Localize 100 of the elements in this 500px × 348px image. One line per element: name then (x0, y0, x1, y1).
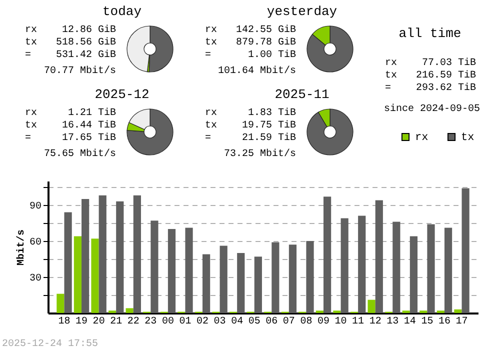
text: rx (205, 25, 218, 36)
donut-slice (306, 108, 354, 156)
bar (323, 196, 332, 313)
text: 75.65 Mbit/s (44, 148, 116, 160)
x-tick-label: 00 (162, 316, 174, 328)
text: 101.64 Mbit/s (218, 65, 296, 77)
bar (64, 212, 72, 313)
bar (358, 216, 366, 313)
bar (74, 236, 82, 313)
chart-title: 2025-12 (94, 87, 150, 102)
bar (375, 200, 383, 313)
text: 1.21 TiB (68, 107, 116, 119)
text: 19.75 TiB (242, 120, 296, 132)
text: since 2024-09-05 (384, 103, 480, 115)
x-tick-label: 03 (214, 316, 226, 328)
x-tick-label: 05 (248, 316, 260, 328)
x-tick-label: 01 (179, 316, 192, 328)
x-tick-label: 17 (456, 316, 468, 328)
text: all time (398, 26, 462, 41)
y-tick-label: 60 (29, 238, 42, 248)
text: = (205, 50, 212, 61)
bar (185, 228, 193, 313)
text: tx (25, 120, 38, 132)
chart-title: yesterday (266, 4, 338, 19)
text: 21.59 TiB (242, 132, 296, 144)
bar (116, 201, 124, 313)
text: 16.44 TiB (62, 120, 116, 132)
x-tick-label: 16 (438, 316, 450, 328)
x-tick-label: 20 (92, 316, 105, 328)
text: tx (205, 120, 218, 132)
x-tick-label: 23 (144, 316, 157, 328)
text: 293.62 TiB (416, 82, 476, 94)
text: rx (385, 58, 398, 69)
bar (237, 253, 245, 313)
bar (444, 228, 452, 313)
bar (202, 254, 210, 313)
text: 70.77 Mbit/s (44, 65, 116, 77)
x-tick-label: 07 (282, 316, 295, 328)
bar (56, 294, 64, 313)
y-axis-title: Mbit/s (16, 229, 28, 266)
chart-title: 2025-11 (274, 87, 330, 102)
bar (288, 244, 297, 313)
bar (254, 256, 262, 313)
text: tx (205, 38, 218, 48)
bar (150, 220, 158, 313)
x-tick-label: 19 (76, 316, 88, 328)
text: 531.42 GiB (56, 49, 116, 61)
text: 1.83 TiB (248, 107, 296, 119)
y-tick-label: 30 (29, 274, 42, 284)
text: rx (25, 108, 38, 119)
text: 216.59 TiB (416, 70, 476, 82)
bar (126, 308, 134, 313)
x-tick-label: 06 (266, 316, 278, 328)
bar (82, 199, 90, 313)
text: = (25, 133, 32, 144)
text: = (25, 50, 32, 61)
x-tick-label: 02 (196, 316, 209, 328)
donut-slice (126, 108, 174, 156)
text: tx (25, 38, 38, 48)
x-tick-label: 08 (300, 316, 312, 328)
text: 142.55 GiB (236, 24, 296, 36)
x-tick-label: 10 (334, 316, 347, 328)
y-tick-label: 90 (29, 202, 42, 212)
bar (427, 224, 435, 313)
text: = (205, 133, 212, 144)
x-tick-label: 04 (231, 316, 244, 328)
text: 73.25 Mbit/s (224, 148, 296, 160)
x-tick-label: 13 (386, 316, 399, 328)
x-tick-label: 12 (369, 316, 382, 328)
text: 518.56 GiB (56, 36, 116, 48)
x-tick-label: 21 (110, 316, 122, 328)
text: 2025-12-24 17:55 (2, 339, 98, 348)
donut-slice (306, 26, 354, 72)
text: rx (205, 108, 218, 119)
legend-label: rx (415, 132, 429, 144)
bar (340, 218, 348, 313)
x-tick-label: 14 (404, 316, 416, 328)
x-tick-label: 18 (58, 316, 70, 328)
bar (168, 229, 176, 313)
legend-label: tx (461, 132, 475, 144)
bar (392, 222, 400, 313)
x-tick-label: 11 (352, 316, 364, 328)
chart-title: today (102, 4, 142, 19)
bar (133, 195, 141, 313)
text: = (385, 83, 392, 94)
text: rx (25, 25, 38, 36)
bar (220, 246, 228, 313)
bar (410, 236, 418, 313)
text: 17.65 TiB (62, 132, 116, 144)
text: 1.00 TiB (248, 49, 296, 61)
bar (272, 242, 280, 313)
text: tx (385, 70, 398, 82)
bar (454, 309, 462, 313)
bar (98, 195, 106, 313)
bar (91, 238, 99, 313)
text: 879.78 GiB (236, 36, 296, 48)
x-tick-label: 22 (127, 316, 140, 328)
bar (306, 241, 314, 313)
x-tick-label: 09 (317, 316, 330, 328)
text: 12.86 GiB (62, 24, 116, 36)
